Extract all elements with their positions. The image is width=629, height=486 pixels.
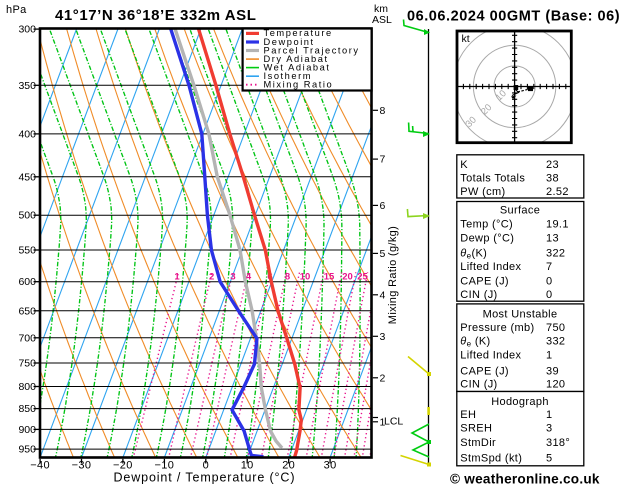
svg-text:Wet Adiabat: Wet Adiabat [264, 62, 331, 72]
svg-text:Dewpoint / Temperature (°C): Dewpoint / Temperature (°C) [114, 471, 295, 485]
svg-text:600: 600 [18, 276, 36, 288]
svg-text:© weatheronline.co.uk: © weatheronline.co.uk [450, 472, 600, 486]
svg-text:1: 1 [546, 350, 552, 362]
svg-text:8: 8 [285, 272, 290, 283]
svg-text:Mixing Ratio: Mixing Ratio [264, 80, 334, 90]
svg-text:322: 322 [546, 248, 565, 260]
svg-text:3: 3 [546, 422, 552, 434]
svg-text:CAPE (J): CAPE (J) [460, 365, 509, 377]
svg-text:13: 13 [546, 233, 559, 245]
svg-text:Dewpoint: Dewpoint [264, 37, 315, 47]
svg-text:1: 1 [546, 409, 552, 421]
svg-text:Parcel Trajectory: Parcel Trajectory [264, 45, 360, 55]
svg-text:7: 7 [380, 154, 386, 166]
svg-text:3: 3 [230, 272, 235, 283]
svg-text:Dewp (°C): Dewp (°C) [460, 233, 514, 245]
svg-text:15: 15 [324, 272, 335, 283]
svg-text:0: 0 [203, 460, 209, 472]
svg-text:kt: kt [462, 33, 470, 45]
svg-text:10: 10 [300, 272, 311, 283]
svg-text:39: 39 [546, 365, 559, 377]
svg-text:Dry Adiabat: Dry Adiabat [264, 54, 329, 64]
svg-text:20: 20 [282, 460, 295, 472]
svg-text:−30: −30 [72, 460, 92, 472]
svg-text:650: 650 [18, 305, 36, 317]
svg-text:Surface: Surface [500, 205, 540, 217]
svg-text:120: 120 [546, 378, 565, 390]
svg-text:Totals Totals: Totals Totals [460, 173, 525, 185]
svg-text:Lifted Index: Lifted Index [460, 261, 521, 273]
svg-text:4: 4 [380, 289, 386, 301]
svg-text:3: 3 [380, 331, 386, 343]
svg-text:5: 5 [380, 248, 386, 260]
svg-text:−10: −10 [155, 460, 175, 472]
svg-text:SREH: SREH [460, 422, 492, 434]
svg-text:19.1: 19.1 [546, 219, 569, 231]
svg-text:6: 6 [380, 200, 386, 212]
svg-text:30: 30 [324, 460, 337, 472]
svg-text:θe(K): θe(K) [460, 248, 487, 261]
svg-text:−40: −40 [30, 460, 50, 472]
svg-text:8: 8 [380, 105, 386, 117]
svg-text:0: 0 [546, 275, 552, 287]
svg-text:StmSpd (kt): StmSpd (kt) [460, 453, 522, 465]
svg-text:0: 0 [546, 289, 552, 301]
svg-text:km: km [374, 3, 388, 15]
svg-text:10: 10 [241, 460, 254, 472]
svg-text:−20: −20 [113, 460, 133, 472]
svg-text:2: 2 [380, 372, 386, 384]
svg-text:400: 400 [18, 128, 36, 140]
svg-text:LCL: LCL [384, 416, 403, 428]
svg-text:CIN (J): CIN (J) [460, 289, 497, 301]
svg-text:5: 5 [546, 453, 552, 465]
svg-text:38: 38 [546, 173, 559, 185]
svg-text:θe (K): θe (K) [460, 335, 490, 348]
svg-text:25: 25 [357, 272, 368, 283]
svg-text:Temp (°C): Temp (°C) [460, 219, 513, 231]
svg-text:318°: 318° [546, 437, 570, 449]
svg-text:750: 750 [18, 358, 36, 370]
svg-text:EH: EH [460, 409, 476, 421]
svg-text:20: 20 [342, 272, 353, 283]
svg-text:450: 450 [18, 171, 36, 183]
svg-text:550: 550 [18, 245, 36, 257]
svg-text:Lifted Index: Lifted Index [460, 350, 521, 362]
svg-text:Hodograph: Hodograph [491, 396, 549, 408]
svg-text:700: 700 [18, 332, 36, 344]
svg-text:500: 500 [18, 210, 36, 222]
svg-text:300: 300 [18, 24, 36, 36]
svg-text:StmDir: StmDir [460, 437, 496, 449]
svg-text:Pressure (mb): Pressure (mb) [460, 322, 534, 334]
svg-text:23: 23 [546, 159, 559, 171]
svg-text:4: 4 [246, 272, 252, 283]
svg-text:Isotherm: Isotherm [264, 71, 313, 81]
svg-text:7: 7 [546, 261, 552, 273]
svg-text:850: 850 [18, 403, 36, 415]
svg-text:2: 2 [209, 272, 214, 283]
svg-text:PW (cm): PW (cm) [460, 186, 505, 198]
svg-text:1: 1 [174, 272, 180, 283]
svg-text:332: 332 [546, 335, 565, 347]
svg-text:Mixing Ratio (g/kg): Mixing Ratio (g/kg) [387, 226, 399, 324]
svg-text:ASL: ASL [372, 14, 392, 26]
svg-text:06.06.2024 00GMT (Base: 06): 06.06.2024 00GMT (Base: 06) [407, 9, 620, 25]
svg-text:800: 800 [18, 381, 36, 393]
svg-text:350: 350 [18, 80, 36, 92]
svg-text:950: 950 [18, 444, 36, 456]
svg-text:750: 750 [546, 322, 565, 334]
svg-text:41°17’N 36°18’E 332m ASL: 41°17’N 36°18’E 332m ASL [55, 7, 256, 24]
svg-text:2.52: 2.52 [546, 186, 569, 198]
svg-text:CIN (J): CIN (J) [460, 378, 497, 390]
svg-text:CAPE (J): CAPE (J) [460, 275, 509, 287]
svg-text:Temperature: Temperature [264, 28, 333, 38]
svg-text:Most Unstable: Most Unstable [483, 308, 558, 320]
svg-text:1: 1 [380, 416, 386, 428]
svg-text:hPa: hPa [6, 4, 27, 16]
svg-text:K: K [460, 159, 468, 171]
svg-text:900: 900 [18, 424, 36, 436]
